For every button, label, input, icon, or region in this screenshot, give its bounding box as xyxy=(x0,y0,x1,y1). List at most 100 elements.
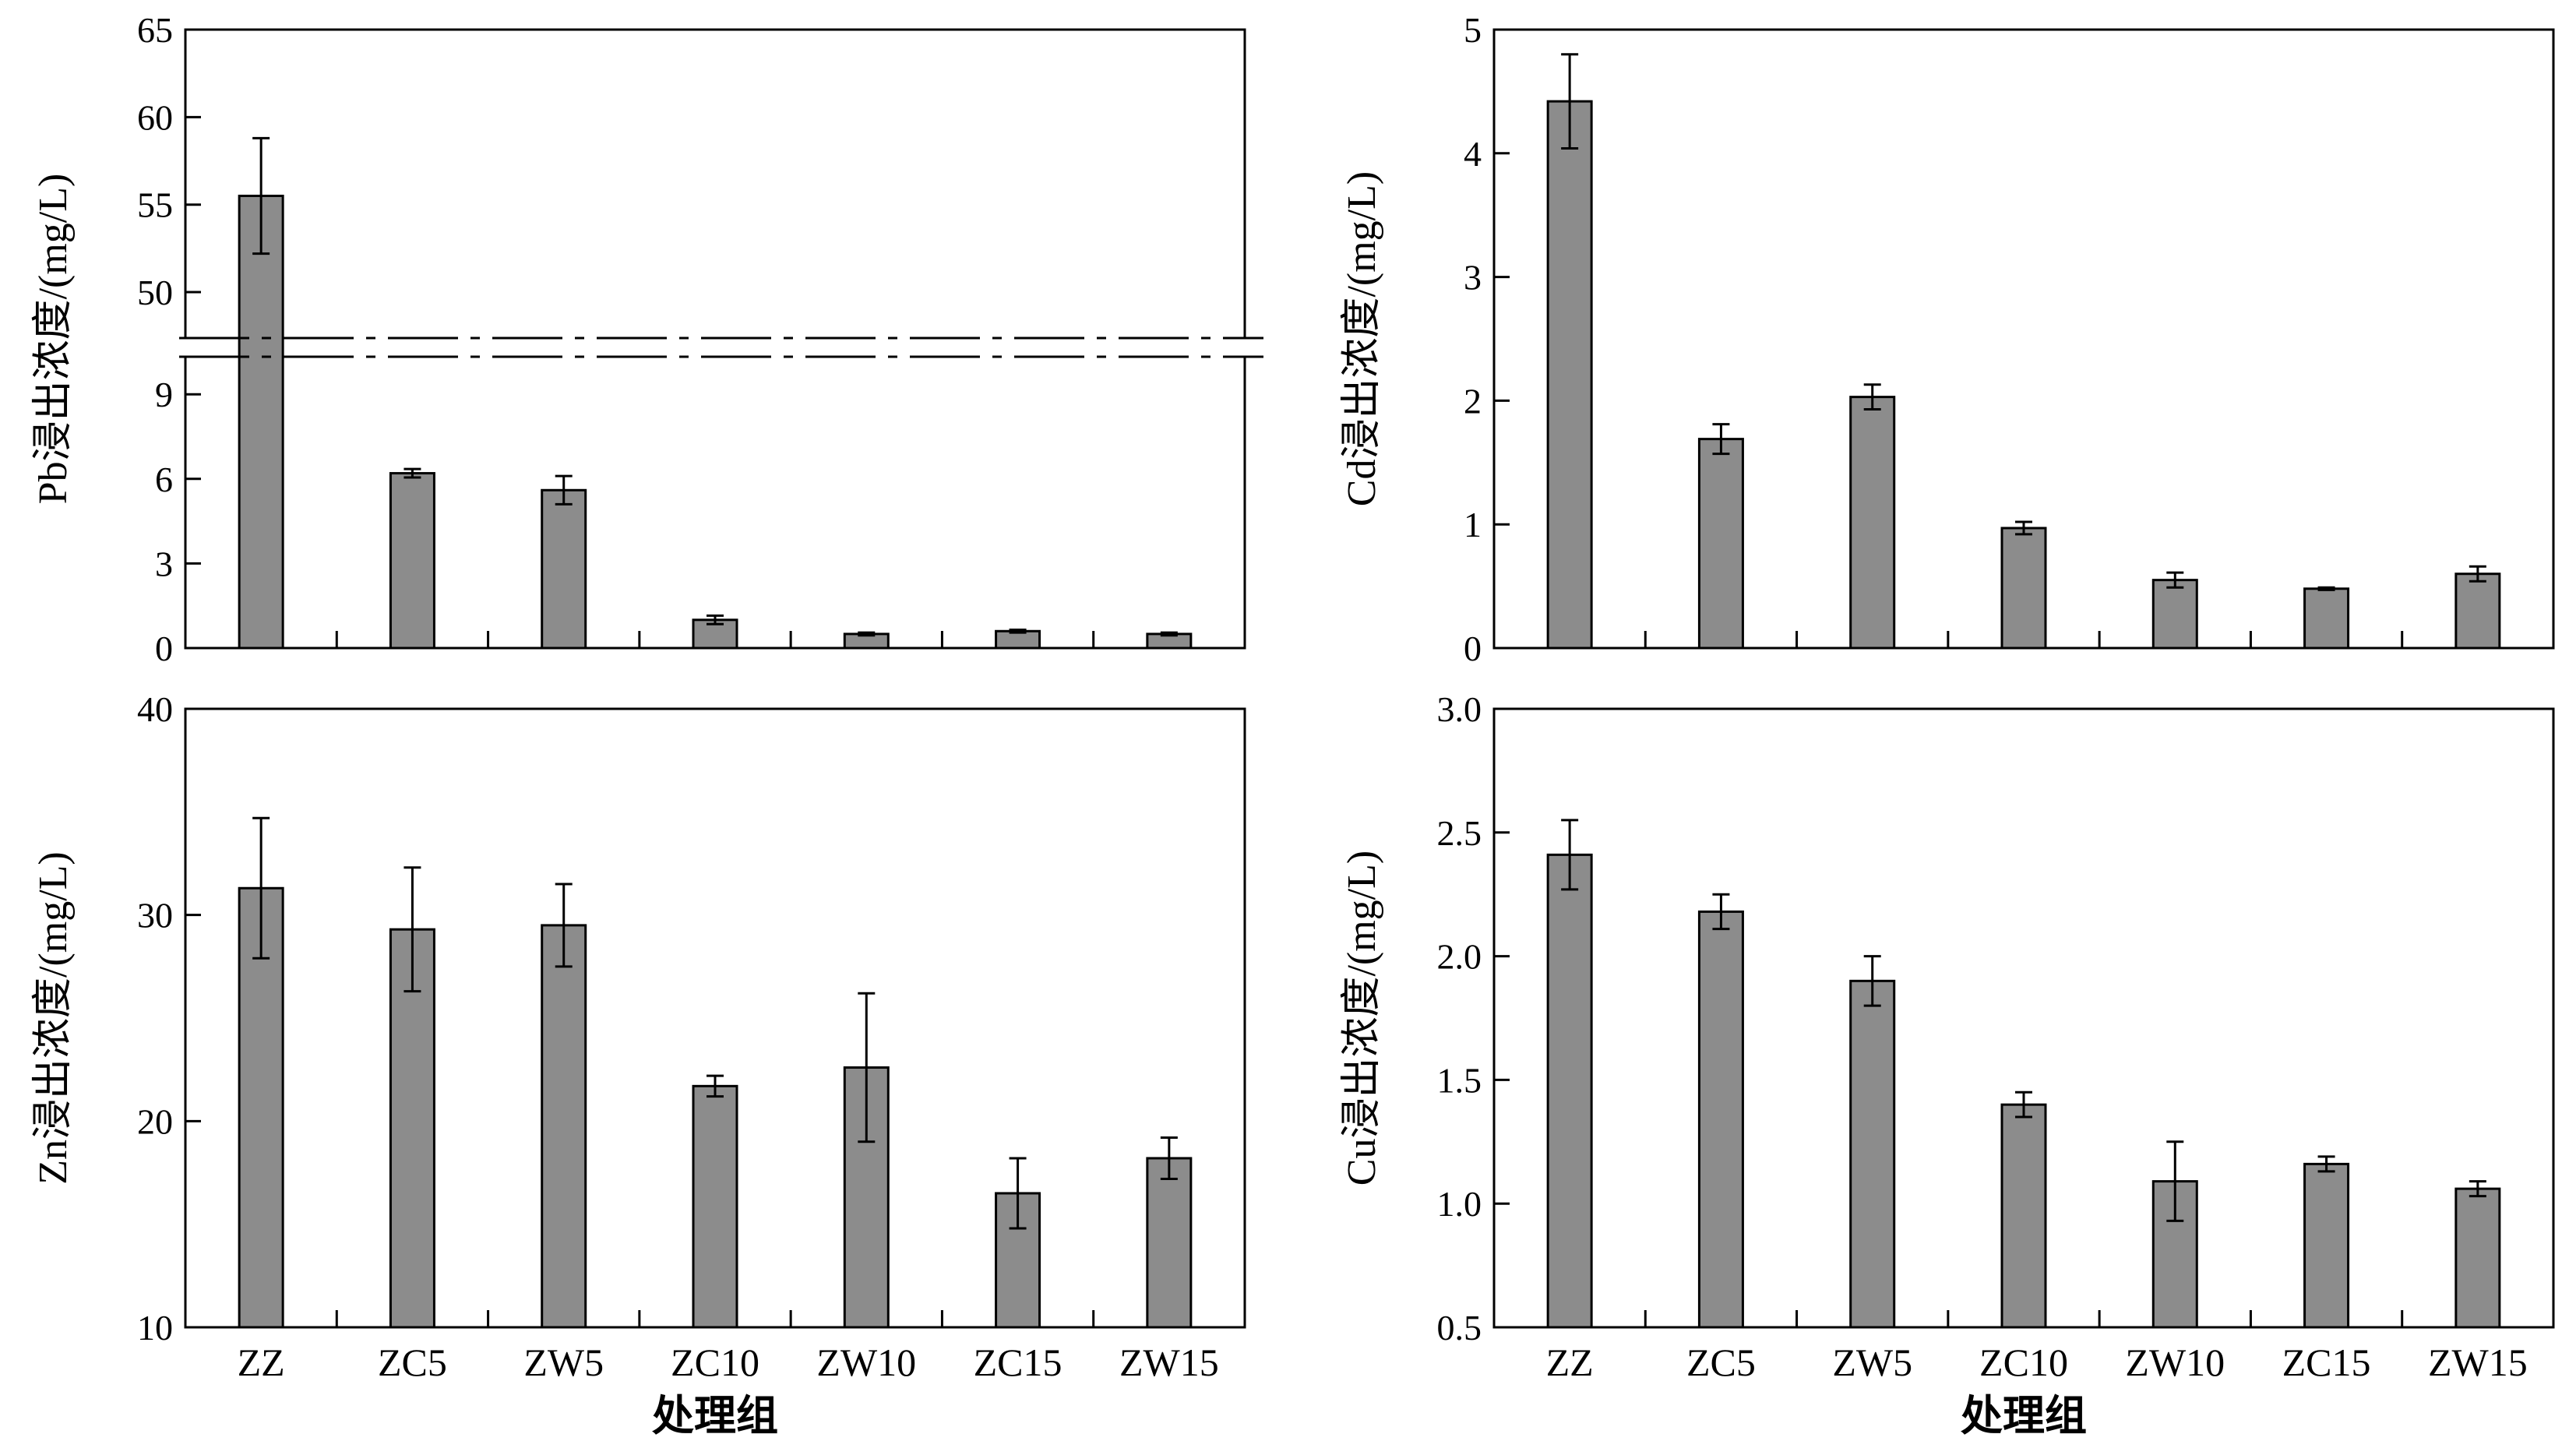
y-tick-label: 60 xyxy=(137,97,173,137)
bar-cu-zc5 xyxy=(1697,910,1744,1329)
error-bar-zn-zc5 xyxy=(403,866,421,993)
y-tick-label: 50 xyxy=(137,273,173,312)
error-bar-zn-zw5 xyxy=(555,883,573,968)
error-bar-cd-zw5 xyxy=(1863,383,1881,411)
error-bar-cd-zc15 xyxy=(2317,586,2335,591)
y-tick-label: 0 xyxy=(155,629,173,668)
bar-cu-zc15 xyxy=(2303,1162,2350,1329)
y-tick-label: 9 xyxy=(155,375,173,414)
y-tick-label: 55 xyxy=(137,185,173,225)
cd-y-axis-title: Cd浸出浓度/(mg/L) xyxy=(1340,171,1384,506)
bar-zn-zz xyxy=(238,886,284,1329)
bar-pb-zz xyxy=(238,194,284,650)
category-label-zz: ZZ xyxy=(1546,1341,1594,1384)
error-bar-cu-zc15 xyxy=(2317,1155,2335,1173)
cu-chart: 0.5 1.0 1.5 2.0 2.5 3.0 ZZ ZC5 ZW5 ZC10 ZW10 ZC15 ZW… xyxy=(1340,689,2555,1439)
axis-break xyxy=(179,336,1263,358)
category-label-zc5: ZC5 xyxy=(378,1341,447,1384)
error-bar-zn-zw15 xyxy=(1160,1136,1178,1180)
y-tick-label: 40 xyxy=(137,689,173,729)
category-label-zw5: ZW5 xyxy=(523,1341,604,1384)
y-tick-label: 30 xyxy=(137,896,173,935)
bar-cd-zc15 xyxy=(2303,587,2350,650)
y-tick-label: 0 xyxy=(1464,629,1482,668)
zn-y-axis-title: Zn浸出浓度/(mg/L) xyxy=(31,851,76,1185)
error-bar-pb-zc15 xyxy=(1009,628,1027,634)
error-bar-cd-zc5 xyxy=(1712,423,1730,456)
y-tick-label: 4 xyxy=(1464,134,1482,174)
error-bar-zn-zz xyxy=(252,816,270,960)
bar-zn-zc5 xyxy=(389,928,435,1329)
category-label-zw15: ZW15 xyxy=(2428,1341,2528,1384)
error-bar-cu-zz xyxy=(1561,819,1579,891)
y-tick-label: 2.0 xyxy=(1437,937,1482,977)
error-bar-pb-zz xyxy=(252,136,270,255)
bar-cd-zw5 xyxy=(1849,396,1896,650)
error-bar-cd-zw15 xyxy=(2469,565,2486,583)
error-bar-zn-zw10 xyxy=(858,992,876,1143)
pb-y-axis-title: Pb浸出浓度/(mg/L) xyxy=(31,174,76,505)
y-tick-label: 10 xyxy=(137,1308,173,1348)
category-label-zw10: ZW10 xyxy=(816,1341,916,1384)
category-label-zc5: ZC5 xyxy=(1686,1341,1756,1384)
y-tick-label: 6 xyxy=(155,460,173,499)
cd-chart: 0 1 2 3 4 5 Cd浸出浓度/(mg/L) xyxy=(1340,10,2555,668)
category-label-zc15: ZC15 xyxy=(2282,1341,2371,1384)
category-label-zw10: ZW10 xyxy=(2125,1341,2225,1384)
y-tick-label: 3.0 xyxy=(1437,689,1482,729)
category-label-zw15: ZW15 xyxy=(1119,1341,1219,1384)
y-tick-label: 1.5 xyxy=(1437,1060,1482,1100)
category-label-zz: ZZ xyxy=(238,1341,285,1384)
bar-cd-zw15 xyxy=(2454,573,2501,650)
y-tick-label: 1 xyxy=(1464,505,1482,544)
zn-chart: 10 20 30 40 ZZ ZC5 ZW5 ZC10 ZW10 ZC15 ZW15 处理组 Zn浸出浓… xyxy=(31,689,1246,1439)
category-label-zc15: ZC15 xyxy=(974,1341,1062,1384)
bar-cd-zz xyxy=(1546,100,1593,650)
y-tick-label: 3 xyxy=(1464,258,1482,298)
pb-chart: 50 55 60 65 0 3 6 9 Pb浸出浓度/(mg/L) xyxy=(31,10,1263,668)
bar-cd-zc5 xyxy=(1697,438,1744,650)
error-bar-cu-zw15 xyxy=(2469,1180,2486,1198)
error-bar-pb-zc5 xyxy=(403,467,421,479)
error-bar-zn-zc15 xyxy=(1009,1157,1027,1230)
axis-break-gap xyxy=(181,338,1249,357)
y-tick-label: 2 xyxy=(1464,381,1482,421)
error-bar-cd-zc10 xyxy=(2015,520,2032,536)
bar-zn-zw5 xyxy=(541,924,587,1329)
cu-y-axis-title: Cu浸出浓度/(mg/L) xyxy=(1340,851,1384,1186)
error-bar-cu-zw5 xyxy=(1863,955,1881,1007)
y-tick-label: 20 xyxy=(137,1101,173,1141)
error-bar-cd-zz xyxy=(1561,53,1579,150)
y-tick-label: 5 xyxy=(1464,10,1482,50)
error-bar-pb-zc10 xyxy=(707,614,724,625)
bar-cu-zc10 xyxy=(2000,1103,2047,1329)
bar-cu-zw15 xyxy=(2454,1187,2501,1329)
error-bar-pb-zw15 xyxy=(1160,631,1178,637)
y-tick-label: 65 xyxy=(137,10,173,50)
error-bar-cd-zw10 xyxy=(2166,571,2184,589)
error-bar-pb-zw10 xyxy=(858,631,876,637)
y-tick-label: 2.5 xyxy=(1437,813,1482,853)
y-tick-label: 3 xyxy=(155,544,173,583)
category-label-zw5: ZW5 xyxy=(1832,1341,1912,1384)
bar-cu-zw5 xyxy=(1849,979,1896,1329)
bar-zn-zw15 xyxy=(1146,1157,1193,1329)
error-bar-pb-zw5 xyxy=(555,474,573,506)
bar-zn-zc10 xyxy=(692,1084,738,1329)
y-tick-label: 1.0 xyxy=(1437,1184,1482,1224)
error-bar-cu-zw10 xyxy=(2166,1140,2184,1222)
category-label-zc10: ZC10 xyxy=(671,1341,759,1384)
category-label-zc10: ZC10 xyxy=(1979,1341,2068,1384)
error-bar-cu-zc5 xyxy=(1712,893,1730,931)
bar-pb-zw5 xyxy=(541,488,587,650)
bar-cd-zc10 xyxy=(2000,527,2047,650)
bar-pb-zz-break-fill xyxy=(239,338,284,357)
bar-cd-zw10 xyxy=(2151,579,2198,650)
bar-cu-zz xyxy=(1546,853,1593,1329)
cu-x-axis-title: 处理组 xyxy=(1961,1393,2087,1439)
zn-x-axis-title: 处理组 xyxy=(652,1393,778,1439)
error-bar-zn-zc10 xyxy=(707,1074,724,1098)
bar-pb-zc5 xyxy=(389,472,435,650)
y-tick-label: 0.5 xyxy=(1437,1308,1482,1348)
